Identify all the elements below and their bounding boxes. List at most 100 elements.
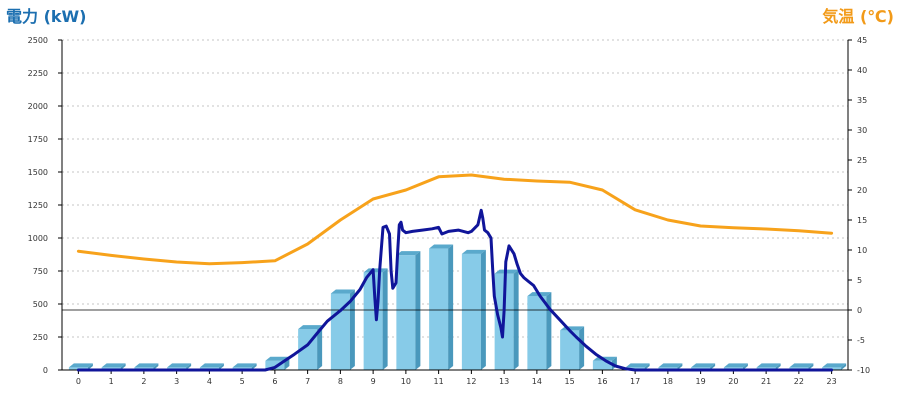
bar-front [527, 296, 547, 370]
bar-top [461, 249, 486, 254]
left-tick-label: 1000 [28, 234, 48, 243]
bar-side [87, 363, 93, 370]
bar-top [756, 363, 781, 368]
bar-front [396, 255, 416, 370]
bar-top [625, 363, 650, 368]
bar-side [349, 289, 355, 370]
left-tick-label: 1750 [28, 135, 48, 144]
x-tick-label: 12 [466, 377, 476, 386]
x-tick-label: 4 [207, 377, 212, 386]
bar-top [167, 363, 192, 368]
bar-top [330, 289, 355, 294]
axes [58, 39, 852, 374]
bar-side [742, 363, 748, 370]
x-tick-label: 23 [827, 377, 837, 386]
grid-lines [62, 39, 848, 338]
bar-side [186, 363, 192, 370]
x-tick-label: 20 [728, 377, 738, 386]
bar-side [153, 363, 159, 370]
bar-top [68, 363, 93, 368]
right-tick-label: 40 [857, 66, 867, 75]
left-axis-label: 電力 (kW) [6, 7, 87, 26]
x-tick-label: 3 [174, 377, 179, 386]
x-tick-label: 19 [696, 377, 706, 386]
left-tick-label: 1250 [28, 201, 48, 210]
x-tick-label: 22 [794, 377, 804, 386]
x-tick-label: 21 [761, 377, 771, 386]
x-tick-label: 2 [141, 377, 146, 386]
left-tick-label: 2250 [28, 69, 48, 78]
bar-side [841, 363, 847, 370]
x-tick-label: 6 [272, 377, 277, 386]
bar-top [723, 363, 748, 368]
x-tick-label: 13 [499, 377, 509, 386]
bar-top [134, 363, 159, 368]
bar-top [363, 268, 388, 273]
bar-side [251, 363, 257, 370]
x-tick-label: 17 [630, 377, 640, 386]
bar-top [396, 251, 421, 256]
right-tick-label: 10 [857, 246, 867, 255]
right-tick-label: 45 [857, 36, 867, 45]
x-tick-label: 18 [663, 377, 673, 386]
bar-side [415, 251, 421, 370]
bar-top [429, 244, 454, 249]
bar-side [448, 244, 454, 370]
bar-top [789, 363, 814, 368]
bar-side [218, 363, 224, 370]
bar-top [658, 363, 683, 368]
power-demand-line [76, 208, 834, 372]
bar-front [461, 253, 481, 370]
right-tick-label: -5 [857, 336, 865, 345]
right-tick-label: 20 [857, 186, 867, 195]
left-tick-label: 0 [43, 366, 48, 375]
right-tick-label: 30 [857, 126, 867, 135]
bar-front [265, 360, 285, 370]
right-tick-label: 15 [857, 216, 867, 225]
bar-side [808, 363, 814, 370]
bar-side [317, 325, 323, 370]
x-tick-label: 0 [76, 377, 81, 386]
left-tick-label: 750 [33, 267, 48, 276]
x-tick-label: 10 [401, 377, 411, 386]
bar-side [382, 268, 388, 370]
temperature-line [76, 173, 834, 266]
tick-labels: 0 250 500 750 1000 1250 15 0 0 1750 2000 2250 2500 -1… [28, 36, 870, 386]
bar-top [298, 325, 323, 330]
bar-front [429, 248, 449, 370]
bar-front [560, 330, 580, 370]
bar-top [822, 363, 847, 368]
bar-side [775, 363, 781, 370]
bar-top [265, 356, 290, 361]
bar-top [101, 363, 126, 368]
right-tick-label: 25 [857, 156, 867, 165]
series-lines [76, 173, 834, 372]
power-bar [527, 292, 552, 370]
bar-front [592, 360, 612, 370]
bar-side [513, 269, 519, 370]
bar-side [120, 363, 126, 370]
power-bar [396, 251, 421, 370]
power-bars [68, 244, 847, 370]
right-tick-label: 5 [857, 276, 862, 285]
x-tick-label: 15 [565, 377, 575, 386]
right-axis-label: 気温 (℃) [822, 7, 894, 26]
x-tick-label: 14 [532, 377, 542, 386]
bar-side [579, 326, 585, 370]
left-tick-label: 500 [33, 300, 48, 309]
right-tick-label: -10 [857, 366, 870, 375]
x-tick-label: 16 [597, 377, 607, 386]
left-tick-label: 250 [33, 333, 48, 342]
bar-top [199, 363, 224, 368]
bar-side [677, 363, 683, 370]
x-tick-label: 11 [434, 377, 444, 386]
bar-top [232, 363, 257, 368]
left-tick-label: 2500 [28, 36, 48, 45]
bar-side [644, 363, 650, 370]
bar-top [691, 363, 716, 368]
right-tick-label: 0 [857, 306, 862, 315]
power-bar [461, 249, 486, 370]
left-tick-label: 2000 [28, 102, 48, 111]
x-tick-label: 8 [338, 377, 343, 386]
x-tick-label: 5 [240, 377, 245, 386]
